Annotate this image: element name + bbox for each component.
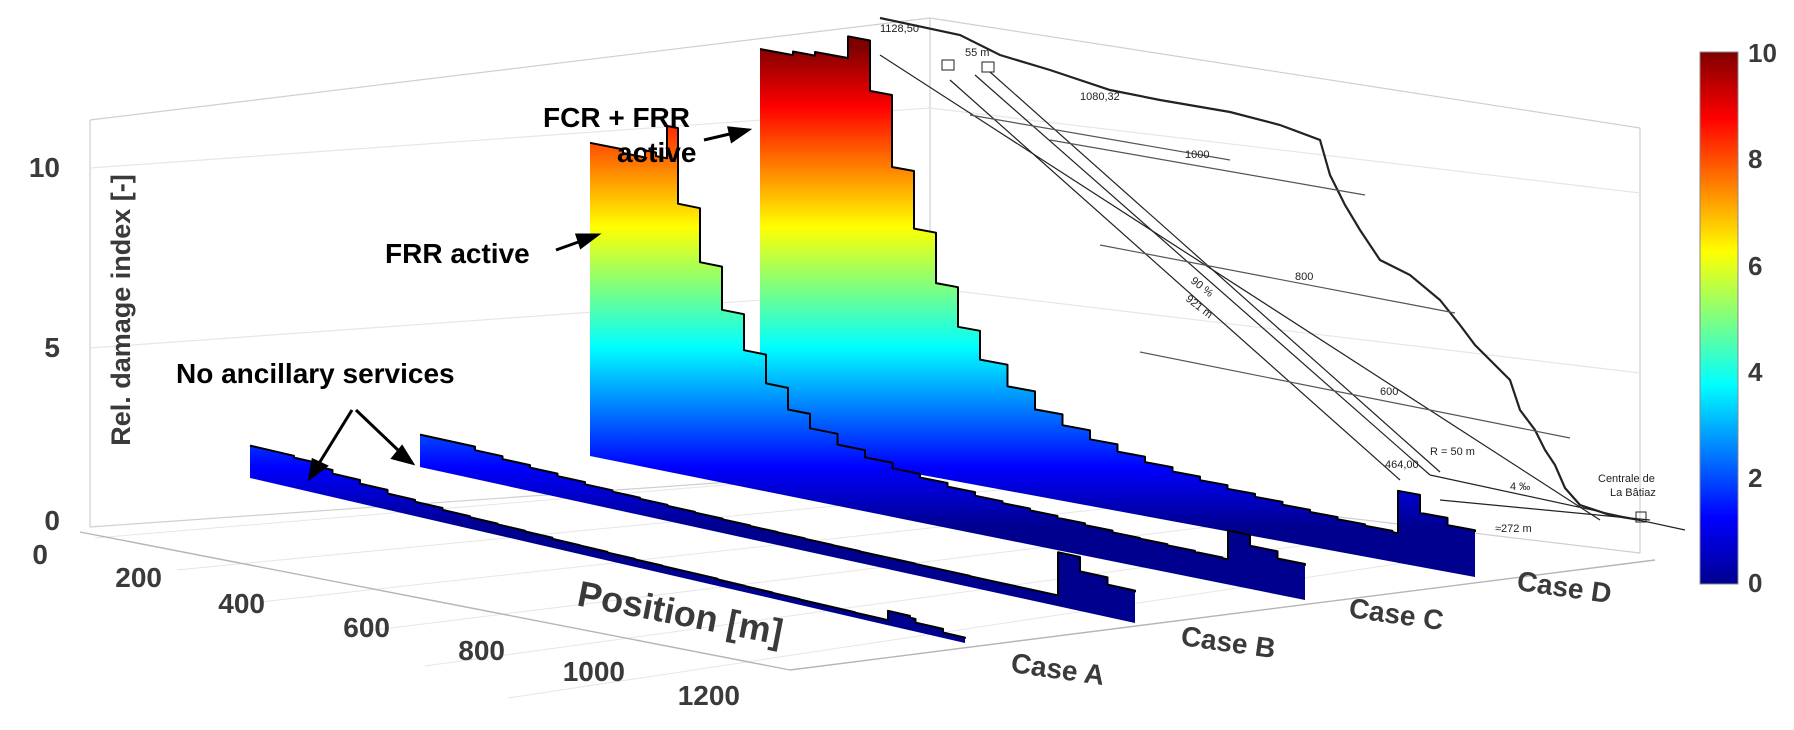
data-ribbons	[249, 35, 1476, 643]
colorbar: 10 8 6 4 2 0	[1699, 38, 1777, 598]
z-axis: 10 5 0 Rel. damage index [-]	[29, 152, 136, 536]
penstock-top-line	[879, 54, 1601, 521]
schem-label-600: 600	[1380, 386, 1398, 398]
terrain-profile-line	[879, 16, 1641, 522]
z-tick-10: 10	[29, 152, 60, 183]
penstock-pipe-a	[974, 74, 1431, 476]
colorbar-tick-6: 6	[1748, 251, 1762, 281]
ribbon-fill-case-d	[760, 36, 1475, 577]
contour-800	[1099, 244, 1456, 314]
colorbar-tick-8: 8	[1748, 144, 1762, 174]
colorbar-gradient	[1699, 51, 1739, 585]
tailrace-line	[1429, 474, 1686, 531]
annotation-fcr-frr-line1: FCR + FRR	[543, 102, 690, 133]
arrow-no-ancillary-b	[354, 408, 402, 454]
schem-label-centrale: Centrale de	[1598, 473, 1655, 485]
schem-label-batiaz: La Bâtiaz	[1610, 487, 1656, 499]
case-tick-d: Case D	[1515, 565, 1613, 609]
schem-label-radius: R = 50 m	[1430, 446, 1475, 458]
colorbar-tick-10: 10	[1748, 38, 1777, 68]
ribbon-fill-case-b	[420, 434, 1135, 623]
annotation-no-ancillary: No ancillary services	[176, 358, 455, 389]
x-tick-800: 800	[458, 635, 505, 666]
arrowhead-frr	[574, 233, 602, 250]
contour-1000	[1049, 139, 1366, 196]
ribbon-fill-case-c	[590, 125, 1305, 601]
ribbon-profile-case-a	[249, 444, 966, 639]
case-tick-c: Case C	[1347, 592, 1445, 636]
annotation-frr-active: FRR active	[385, 238, 530, 269]
schem-label-1000: 1000	[1185, 149, 1209, 161]
x-tick-600: 600	[343, 612, 390, 643]
case-axis-edge	[789, 559, 1656, 671]
surge-tank-box	[981, 61, 995, 73]
z-tick-0: 0	[44, 505, 60, 536]
tailrace-dim-line	[1439, 499, 1651, 521]
front-edges	[79, 531, 1656, 671]
annotations: No ancillary services FRR active FCR + F…	[176, 102, 753, 482]
floor-gridline-800	[342, 517, 1280, 635]
schem-label-55m: 55 m	[965, 47, 989, 59]
contour-600	[1139, 351, 1571, 439]
ribbon-profile-case-b	[419, 433, 1136, 597]
x-axis: 0 200 400 600 800 1000 1200 Position [m]	[32, 539, 786, 711]
arrowhead-fcr-frr	[727, 126, 753, 144]
penstock-dim-line	[949, 79, 1401, 481]
x-tick-200: 200	[115, 562, 162, 593]
intake-box	[941, 59, 955, 71]
schem-label-800: 800	[1295, 271, 1313, 283]
ribbon-profile-case-d	[759, 35, 1476, 535]
ribbon-profile-case-c	[589, 124, 1306, 566]
colorbar-tick-2: 2	[1748, 463, 1762, 493]
schem-label-272m: ≈272 m	[1495, 523, 1532, 535]
annotation-fcr-frr-line2: active	[617, 137, 696, 168]
x-tick-0: 0	[32, 539, 48, 570]
arrow-no-ancillary-a	[316, 409, 354, 466]
schem-label-1128: 1128,50	[880, 23, 919, 35]
contour-low	[969, 114, 1231, 161]
schem-label-464: 464,00	[1385, 459, 1419, 471]
z-axis-title: Rel. damage index [-]	[106, 174, 136, 446]
x-axis-edge	[79, 531, 791, 671]
ribbon-fill-case-a	[250, 445, 965, 643]
arrowhead-no-ancillary-b	[390, 444, 416, 466]
colorbar-tick-0: 0	[1748, 568, 1762, 598]
penstock-pipe-b	[989, 71, 1441, 473]
grid-z5-right	[929, 287, 1641, 374]
case-tick-a: Case A	[1009, 647, 1106, 691]
back-edge-top	[89, 17, 931, 121]
grid-z10-right	[929, 107, 1641, 194]
case-tick-b: Case B	[1179, 620, 1277, 664]
x-tick-400: 400	[218, 588, 265, 619]
penstock-schematic	[879, 16, 1686, 531]
x-tick-1000: 1000	[563, 656, 625, 687]
right-back-top-edge	[929, 17, 1641, 129]
arrowhead-no-ancillary-a	[307, 457, 329, 482]
x-tick-1200: 1200	[678, 680, 740, 711]
colorbar-tick-4: 4	[1748, 357, 1763, 387]
z-tick-5: 5	[44, 332, 60, 363]
schem-label-slope: 4 ‰	[1510, 481, 1530, 493]
powerhouse-box	[1635, 511, 1647, 523]
schem-label-1080: 1080,32	[1080, 91, 1120, 103]
